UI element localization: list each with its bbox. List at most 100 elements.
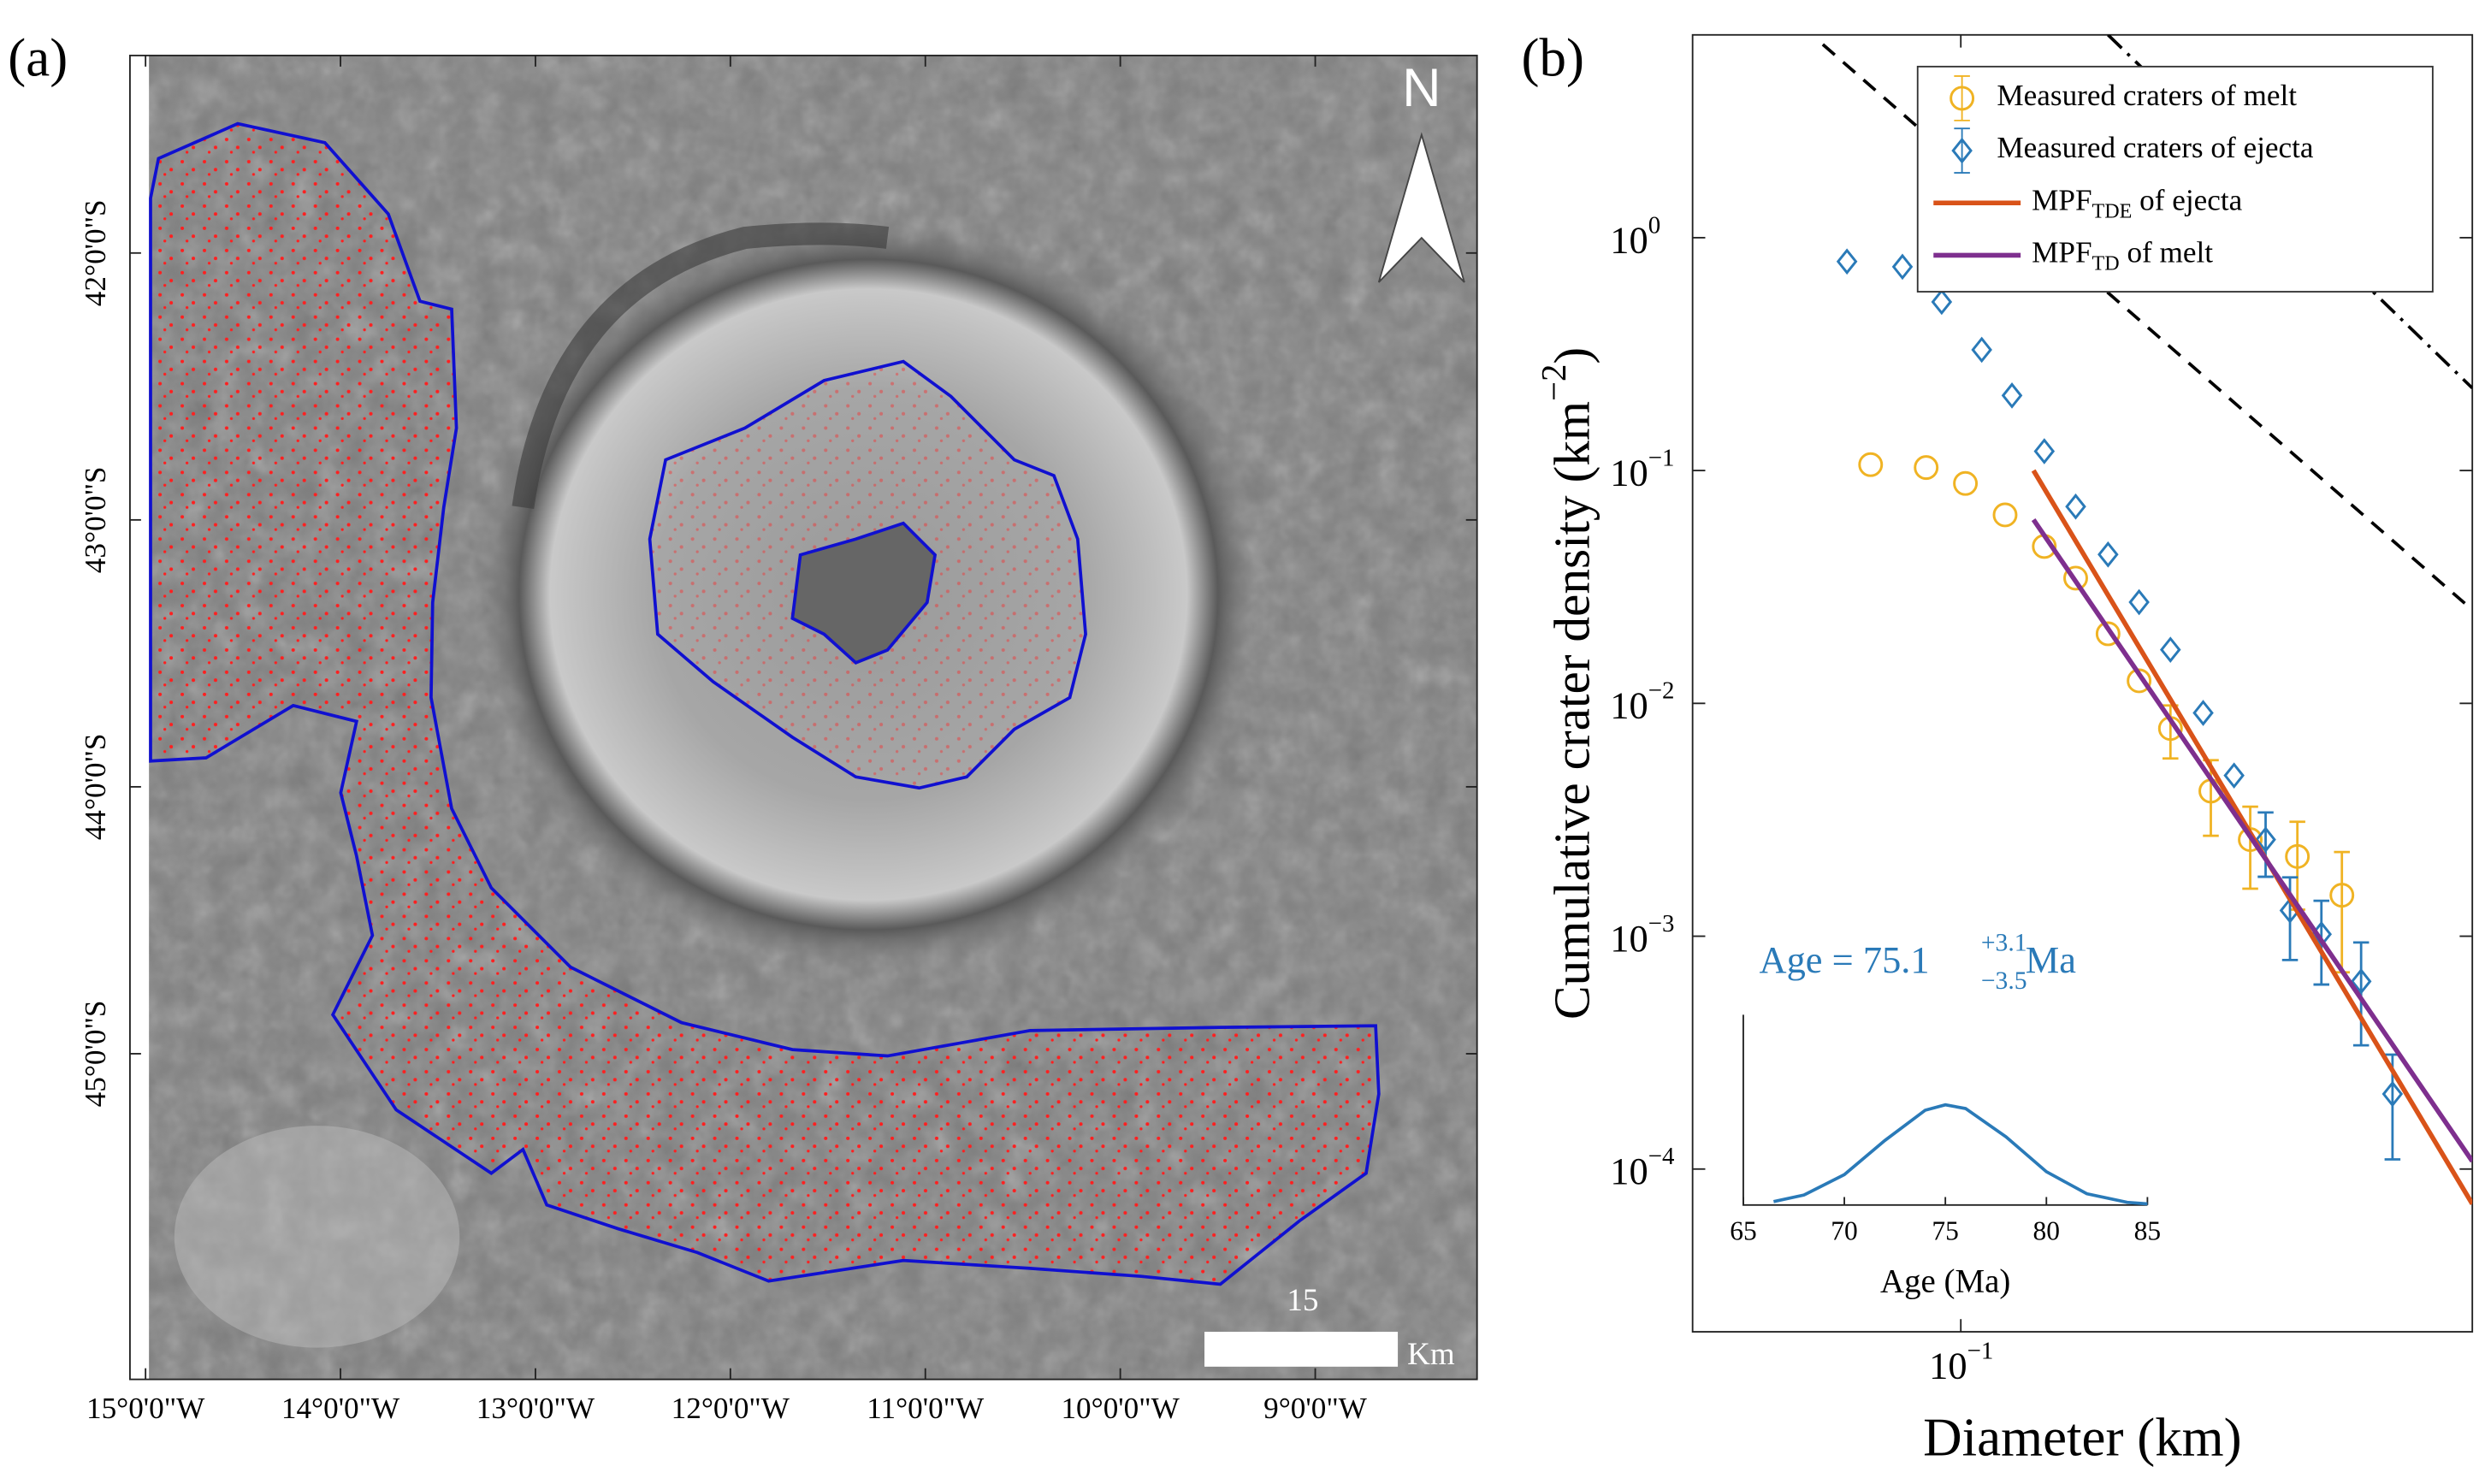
y-tick-label-exp: −4 [1648,1143,1675,1170]
annotation-sub: −3.5 [1981,967,2027,995]
legend-label-name: MPF [2032,183,2092,216]
error-bar [2334,850,2350,974]
data-point [2160,636,2181,663]
y-tick-label-base: 10 [1610,1150,1648,1192]
scale-label: 15 [1287,1283,1318,1318]
legend-label-sub: TDE [2092,200,2133,222]
y-axis-label: Cumulative crater density (km−2) [1535,347,1600,1020]
data-point [2063,565,2088,591]
panel-label: (a) [8,28,68,88]
inset-tick-label: 80 [2033,1215,2060,1245]
y-tick-label: 45°0'0"S [79,1001,112,1108]
legend-label-suffix: of melt [2120,236,2214,269]
data-point [2285,843,2310,869]
inset-tick-label: 65 [1730,1215,1756,1245]
data-point [1914,455,1939,481]
y-tick-label: 100 [1610,211,1660,262]
legend-label: Measured craters of ejecta [1997,131,2314,164]
error-bar [2242,805,2258,890]
legend-label: MPFTDE of ejecta [2032,183,2242,222]
data-point [2127,668,2152,694]
legend-swatch [1954,127,1970,174]
data-point [1836,248,1858,275]
data-point [2001,382,2023,409]
north-label: N [1402,58,1441,118]
x-tick-label: 15°0'0"W [86,1392,205,1425]
data-point [2350,967,2372,995]
y-tick-label-base: 10 [1610,684,1648,727]
x-axis-label: Diameter (km) [1923,1407,2241,1467]
data-point [2033,438,2056,464]
y-tick-label: 10−1 [1610,444,1674,494]
legend-swatch [1954,75,1970,121]
scale-unit: Km [1407,1337,1455,1372]
data-point [2065,493,2086,520]
map-frame [128,54,1478,1381]
data-point [1858,452,1884,477]
map-ticks: 15°0'0"W 14°0'0"W 13°0'0"W 12°0'0"W 11°0'0"W… [79,55,1477,1425]
legend-label-name: Measured craters of ejecta [1997,131,2314,164]
y-tick-label: 43°0'0"S [79,466,112,573]
annotation-text: Age = 75.1 [1759,938,1929,981]
data-point [1891,253,1914,281]
legend-label-sub: TD [2092,252,2120,275]
inset-axes [1742,1014,2148,1206]
inset-curve [1772,1103,2148,1206]
y-tick-label: 10−3 [1610,910,1674,961]
legend-swatch [1951,137,1973,164]
data-point [1971,336,1992,364]
data-point [2128,588,2150,616]
y-tick-label-exp: −1 [1648,444,1675,471]
legend-label: MPFTD of melt [2032,236,2213,275]
line-series [2031,518,2473,1163]
x-tick-label: 14°0'0"W [281,1392,400,1425]
inset-tick-label: 85 [2134,1215,2161,1245]
data-point [2223,762,2245,789]
inset-tick-label: 70 [1831,1215,1857,1245]
x-tick-label-exp: −1 [1967,1337,1994,1364]
legend-label-name: Measured craters of melt [1997,79,2297,112]
y-tick-label: 42°0'0"S [79,199,112,306]
inset-tick-label: 75 [1932,1215,1958,1245]
y-tick-label-base: 10 [1610,452,1648,494]
data-point [2095,621,2121,647]
x-tick-label: 13°0'0"W [476,1392,595,1425]
y-tick-label-exp: −3 [1648,910,1675,937]
panel-label: (b) [1522,28,1584,88]
data-point [2381,1080,2404,1108]
y-axis-label-text: Cumulative crater density (km [1543,401,1600,1020]
map-image [129,55,1477,1380]
data-point [1953,470,1979,496]
plot-frame [1691,33,2474,1333]
y-tick-label-base: 10 [1610,218,1648,261]
x-tick-label-base: 10 [1929,1345,1967,1387]
annotation-suffix: Ma [2026,938,2077,981]
y-tick-label: 10−2 [1610,677,1674,727]
legend-label: Measured craters of melt [1997,79,2297,112]
x-tick-label: 9°0'0"W [1263,1392,1368,1425]
data-point [2192,700,2214,726]
y-axis-label-end: ) [1543,347,1600,364]
annotation: Age = 75.1 [1759,938,1929,981]
legend-swatch [1950,86,1975,111]
y-tick-label: 44°0'0"S [79,734,112,841]
error-bar [2257,811,2274,878]
inset-x-label: Age (Ma) [1880,1262,2010,1299]
y-tick-label-exp: 0 [1648,211,1660,239]
x-tick-label: 12°0'0"W [672,1392,790,1425]
y-axis-label-exp: −2 [1535,364,1574,401]
data-point [1931,288,1953,316]
data-point [2329,883,2355,908]
y-tick-label: 10−4 [1610,1143,1674,1193]
data-point [2097,541,2119,568]
x-tick-label: 10−1 [1929,1337,1993,1387]
annotation-sup: +3.1 [1981,930,2027,957]
legend-label-suffix: of ejecta [2132,183,2242,216]
legend-label-name: MPF [2032,236,2092,269]
y-tick-label-exp: −2 [1648,677,1675,704]
y-tick-label-base: 10 [1610,917,1648,960]
x-tick-label: 10°0'0"W [1061,1392,1180,1425]
